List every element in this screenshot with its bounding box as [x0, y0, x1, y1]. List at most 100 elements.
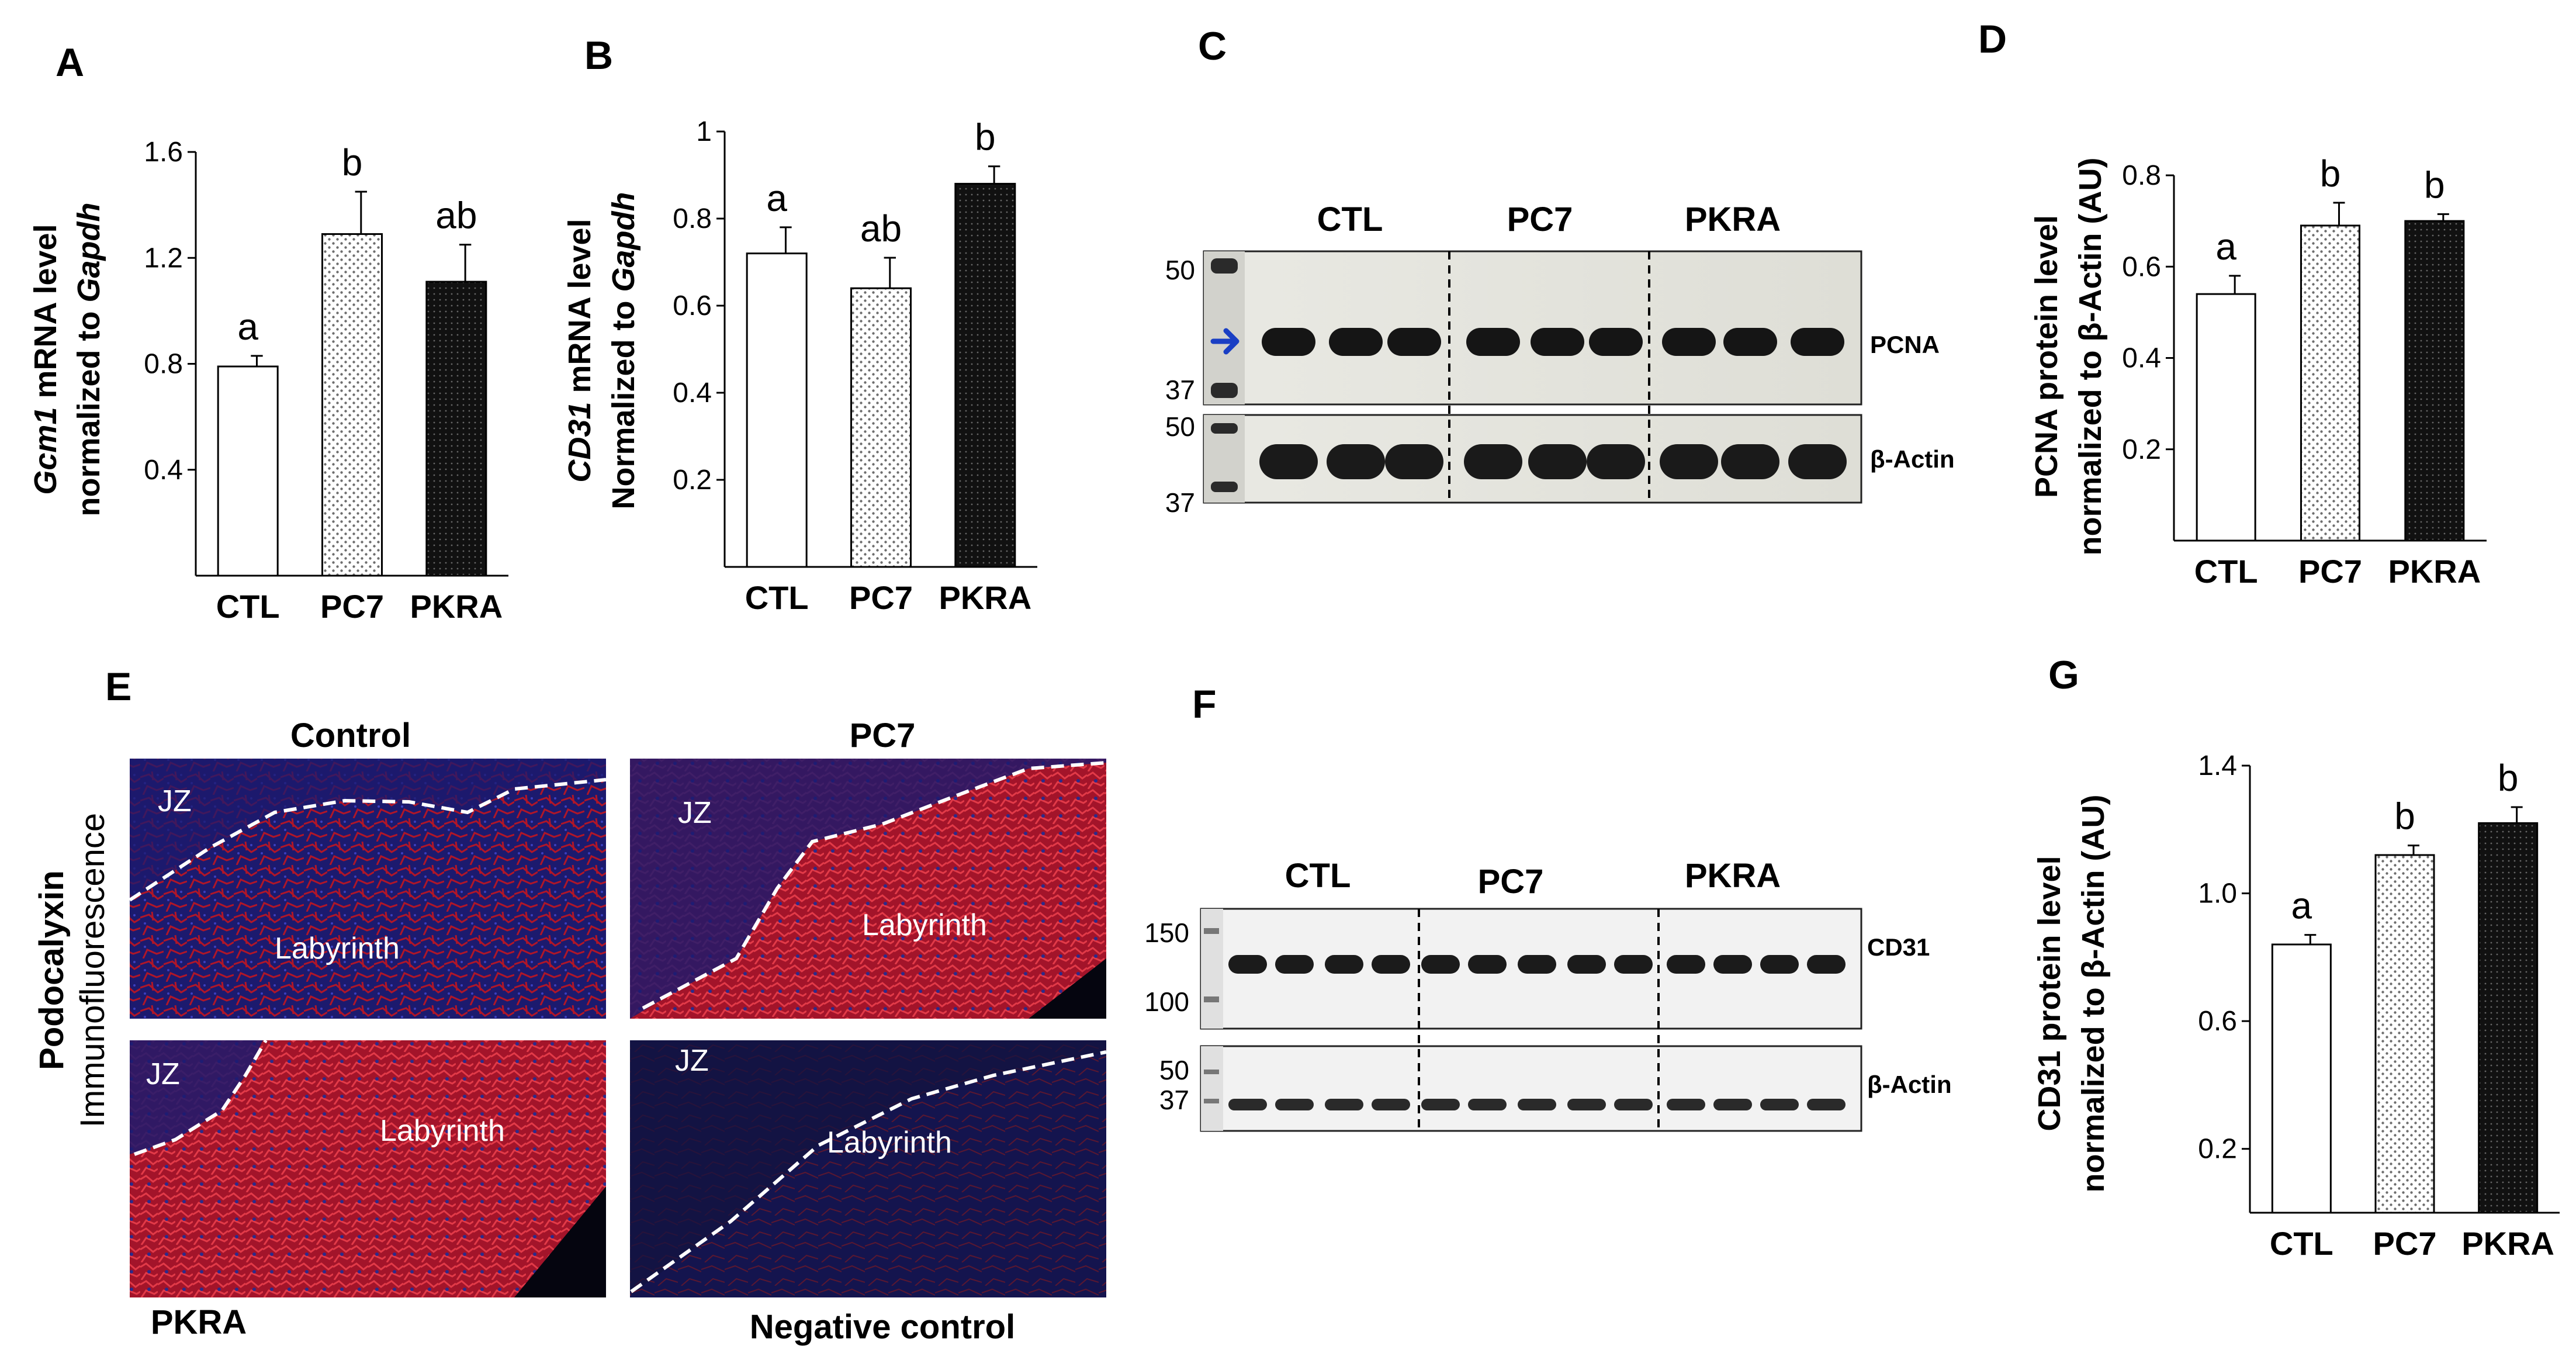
- blot-c-actin-band: [1587, 444, 1645, 479]
- blot-f-mw-50: 50: [1159, 1055, 1189, 1085]
- chart-g-significance-label: a: [2291, 885, 2312, 927]
- blot-f-ladder-band: [1204, 996, 1219, 1002]
- if-title-negative: Negative control: [750, 1308, 1015, 1346]
- blot-c-mw-50-lower: 50: [1165, 411, 1195, 442]
- blot-c-actin-band: [1660, 444, 1718, 479]
- chart-g-significance-label: b: [2394, 795, 2415, 838]
- blot-f-cd31-band: [1468, 955, 1507, 974]
- chart-b-y-tick-label: 0.6: [673, 290, 712, 321]
- blot-c-pcna-band: [1589, 328, 1643, 356]
- blot-c-ladder-band: [1211, 482, 1238, 492]
- blot-c-actin-band: [1788, 444, 1847, 479]
- blot-f-ladder-band: [1204, 928, 1219, 934]
- chart-d-category-label: PC7: [2298, 553, 2362, 590]
- blot-f-cd31-band: [1421, 955, 1460, 974]
- blot-c-pcna-band: [1466, 328, 1520, 356]
- blot-c-mw-50-upper: 50: [1165, 255, 1195, 285]
- chart-b-significance-label: b: [975, 116, 996, 158]
- blot-f-ladder-band: [1204, 1070, 1219, 1074]
- panel-letter-e: E: [105, 665, 131, 709]
- blot-f-group-ctl: CTL: [1285, 857, 1351, 895]
- chart-g-ylabel-line2: normalized to β-Actin (AU): [2076, 795, 2111, 1193]
- blot-f-cd31-band: [1760, 955, 1799, 974]
- blot-f-lower-membrane: [1200, 1045, 1862, 1132]
- chart-b-bar: [954, 182, 1016, 568]
- blot-c-pcna-band: [1329, 328, 1383, 356]
- if-label-jz-pkra: JZ: [146, 1057, 180, 1091]
- chart-b-significance-label: a: [766, 177, 787, 219]
- chart-a-bar: [217, 365, 279, 577]
- chart-b-category-label: CTL: [745, 579, 809, 616]
- blot-f-ladder-strip: [1201, 909, 1223, 1029]
- blot-c-actin-bands: [1259, 444, 1847, 479]
- blot-f-group-pc7: PC7: [1478, 863, 1544, 901]
- chart-d-ylabel-line1: PCNA protein level: [2029, 215, 2064, 498]
- blot-c-group-ctl: CTL: [1317, 200, 1383, 238]
- blot-f-group-pkra: PKRA: [1685, 857, 1781, 895]
- blot-f-cd31-bands: [1228, 955, 1846, 974]
- blot-f-actin-label: β-Actin: [1867, 1071, 1952, 1098]
- if-label-labyrinth-pkra: Labyrinth: [380, 1114, 505, 1148]
- chart-d-significance-label: b: [2424, 164, 2445, 206]
- chart-a-y-tick-label: 0.4: [144, 455, 183, 486]
- chart-b-y-tick-label: 0.4: [673, 378, 712, 409]
- chart-d-category-label: PKRA: [2388, 553, 2481, 590]
- if-boundary-control: [129, 778, 607, 902]
- if-side-label-line2: Immunofluorescence: [74, 813, 112, 1127]
- blot-f-cd31-band: [1667, 955, 1705, 974]
- blot-c-ladder-strip: [1204, 251, 1245, 404]
- western-blot-c: CTL PC7 PKRA 50 37 PCNA 50 37 β-Actin: [1165, 200, 1955, 518]
- blot-f-actin-band: [1468, 1099, 1507, 1110]
- blot-f-cd31-band: [1518, 955, 1556, 974]
- blot-f-actin-band: [1713, 1099, 1752, 1110]
- panel-letter-f: F: [1192, 682, 1217, 726]
- chart-g-category-label: CTL: [2270, 1225, 2333, 1262]
- chart-a-ylabel-line1: Gcm1 mRNA level: [28, 224, 63, 494]
- chart-a-ylabel-line2: normalized to Gapdh: [71, 202, 106, 516]
- if-boundary-pkra: [133, 1039, 268, 1156]
- chart-a-y-tick-label: 1.6: [144, 137, 183, 168]
- blot-c-actin-band: [1721, 444, 1779, 479]
- panel-letter-g: G: [2048, 653, 2079, 697]
- blot-f-actin-band: [1372, 1099, 1410, 1110]
- blot-c-pcna-band: [1262, 328, 1315, 356]
- blot-f-cd31-band: [1372, 955, 1410, 974]
- chart-d-bar: [2196, 293, 2256, 542]
- chart-a-category-label: CTL: [216, 588, 280, 625]
- blot-c-pcna-band: [1387, 328, 1441, 356]
- blot-f-mw-150: 150: [1144, 918, 1189, 948]
- blot-c-actin-band: [1385, 444, 1443, 479]
- blot-c-group-pkra: PKRA: [1685, 200, 1781, 238]
- blot-c-actin-band: [1327, 444, 1385, 479]
- chart-a-y-tick-label: 0.8: [144, 349, 183, 380]
- bar-chart-g: 0.2 0.6 1.0 1.4 a CTL b PC7 b PKRA CD31 protein le…: [2032, 750, 2560, 1262]
- blot-f-actin-band: [1614, 1099, 1653, 1110]
- if-label-labyrinth-negative: Labyrinth: [827, 1126, 952, 1160]
- bar-chart-a: 0.4 0.8 1.2 1.6 a CTL b PC7 ab PKRA Gcm1 mRNA leve…: [28, 137, 508, 625]
- blot-f-cd31-band: [1567, 955, 1606, 974]
- chart-a-category-label: PKRA: [410, 588, 503, 625]
- blot-f-ladder-band: [1204, 1099, 1219, 1103]
- chart-g-bar: [2478, 822, 2539, 1214]
- chart-d-significance-label: a: [2215, 226, 2236, 268]
- chart-g-bar: [2271, 943, 2332, 1214]
- blot-c-pcna-band: [1662, 328, 1716, 356]
- blot-f-cd31-band: [1807, 955, 1846, 974]
- chart-d-y-tick-label: 0.8: [2122, 160, 2161, 191]
- blot-f-cd31-band: [1713, 955, 1752, 974]
- chart-a-significance-label: a: [237, 306, 258, 348]
- chart-a-bar: [425, 281, 487, 577]
- chart-b-y-tick-label: 0.8: [673, 203, 712, 234]
- blot-c-actin-band: [1528, 444, 1587, 479]
- blot-f-cd31-band: [1325, 955, 1363, 974]
- blot-f-actin-band: [1275, 1099, 1314, 1110]
- blot-f-actin-band: [1807, 1099, 1846, 1110]
- blot-f-actin-bands: [1228, 1099, 1846, 1110]
- blot-c-pcna-band: [1531, 328, 1584, 356]
- blot-c-ladder-band: [1211, 423, 1238, 434]
- chart-d-ylabel-line2: normalized to β-Actin (AU): [2073, 158, 2108, 556]
- blot-f-actin-band: [1421, 1099, 1460, 1110]
- if-title-pkra: PKRA: [151, 1303, 247, 1341]
- if-image-negative: JZ Labyrinth: [630, 1040, 1107, 1297]
- if-label-labyrinth-pc7: Labyrinth: [862, 908, 987, 942]
